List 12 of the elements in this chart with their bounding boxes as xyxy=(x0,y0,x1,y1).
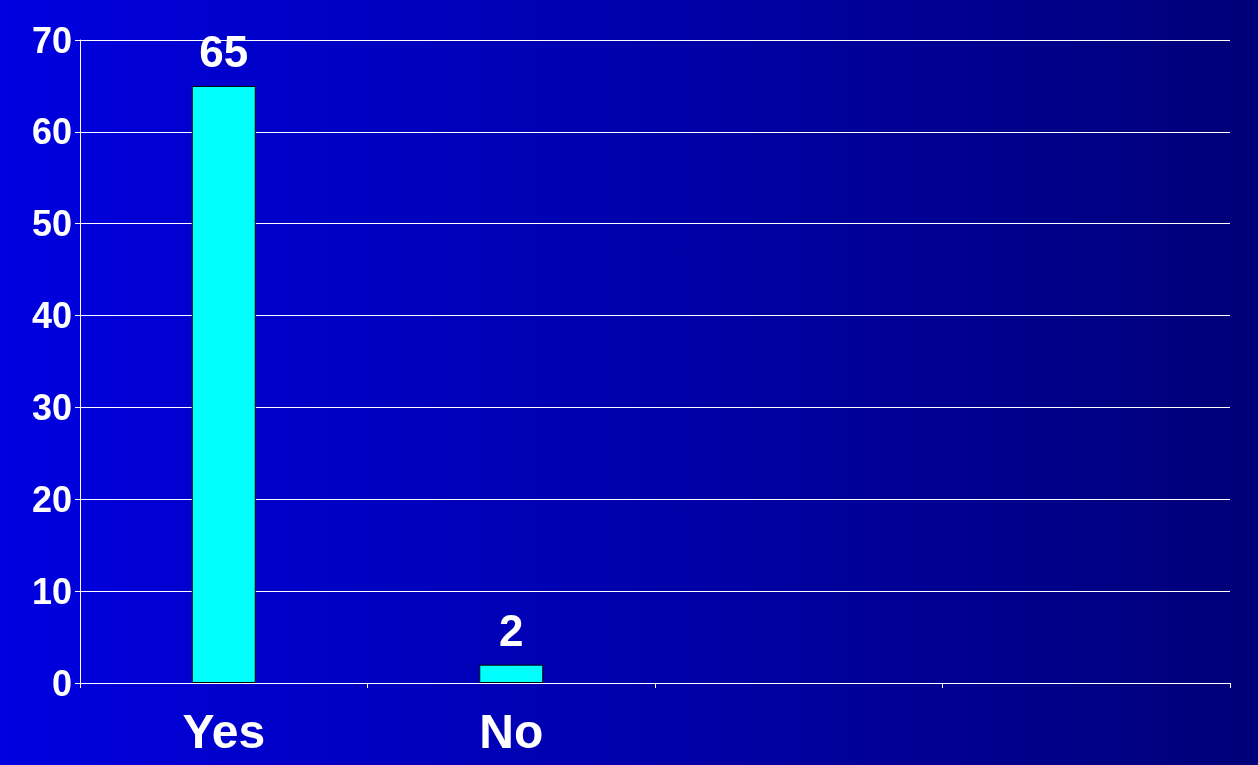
y-tick-label: 10 xyxy=(31,570,72,612)
data-label: 2 xyxy=(499,606,524,656)
y-tick-label: 0 xyxy=(51,662,72,704)
y-tick-label: 60 xyxy=(31,111,72,153)
x-tick-label: No xyxy=(479,704,544,758)
data-label: 65 xyxy=(199,27,249,77)
y-tick-label: 70 xyxy=(31,19,72,61)
x-tick-label: Yes xyxy=(182,704,266,758)
y-tick-label: 20 xyxy=(31,478,72,520)
y-tick-label: 50 xyxy=(31,203,72,245)
y-tick-label: 30 xyxy=(31,386,72,428)
y-tick-label: 40 xyxy=(31,295,72,337)
